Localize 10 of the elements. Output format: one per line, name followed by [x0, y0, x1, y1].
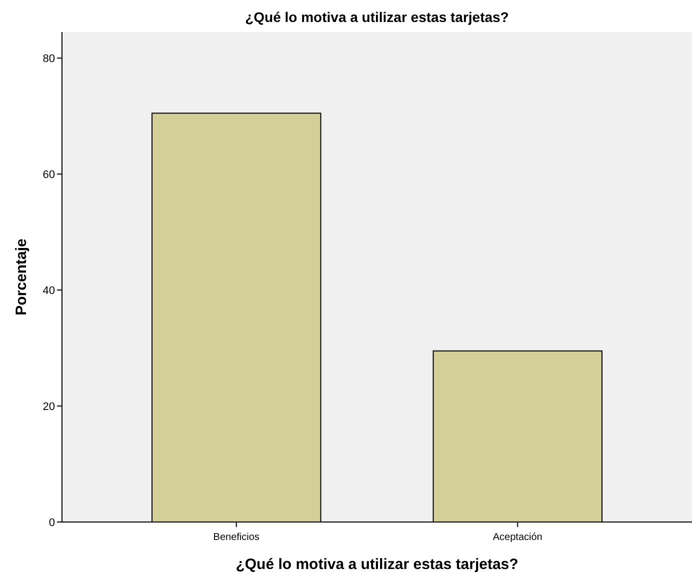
x-tick-label: Aceptación	[492, 532, 542, 543]
y-tick-label: 80	[42, 52, 55, 65]
y-tick-label: 40	[42, 284, 55, 297]
chart-title: ¿Qué lo motiva a utilizar estas tarjetas?	[245, 9, 509, 25]
x-axis-title: ¿Qué lo motiva a utilizar estas tarjetas?	[236, 556, 518, 573]
y-axis-title: Porcentaje	[13, 238, 30, 316]
y-tick-label: 20	[42, 400, 55, 413]
x-tick-label: Beneficios	[213, 532, 260, 543]
y-tick-label: 0	[48, 516, 55, 529]
y-tick-label: 60	[42, 168, 55, 181]
